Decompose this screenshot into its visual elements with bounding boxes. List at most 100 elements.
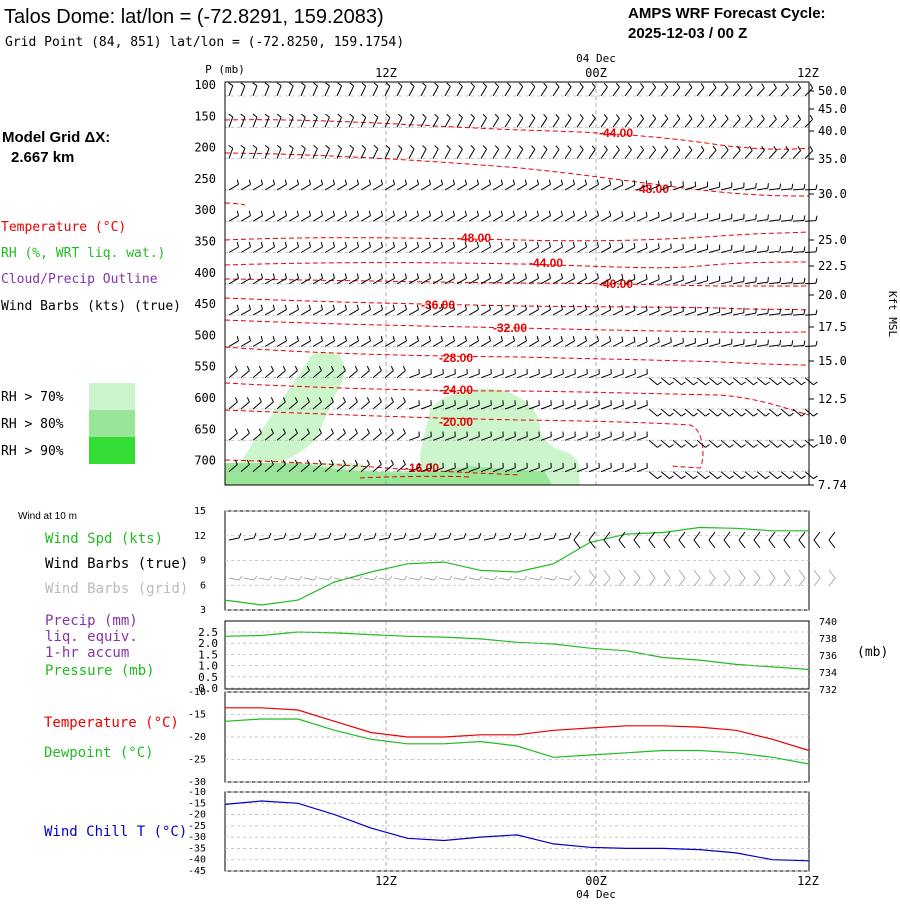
wind-barb-flag — [465, 336, 466, 341]
wind-barb-flag — [657, 476, 661, 479]
wind-barb-flag — [628, 146, 631, 150]
wind-barb — [661, 311, 671, 315]
height-tick-label: 7.74 — [818, 478, 847, 492]
wind-barb-flag — [459, 83, 463, 87]
wind-barb-flag — [609, 305, 610, 310]
wind-barb-flag — [513, 211, 514, 216]
wind-barb-flag — [549, 336, 550, 341]
wind-barbs-grid-label: Wind Barbs (grid) — [45, 581, 188, 597]
wind-barb-flag — [813, 445, 817, 448]
wind-barb — [697, 281, 708, 284]
wind-barb-flag — [261, 180, 262, 185]
wind-barb-flag — [253, 83, 257, 86]
wind-barb — [385, 341, 395, 347]
top-time-label-2: 00Z — [585, 66, 607, 80]
wind-barb-flag — [561, 242, 562, 247]
wind-barb-flag — [568, 83, 571, 87]
surface-wind-barb — [589, 532, 595, 548]
wind-barb — [625, 248, 635, 253]
wind-barb — [793, 378, 801, 385]
wind-barb-flag — [777, 413, 781, 416]
wind-barb — [625, 87, 632, 96]
wind-barb-flag — [229, 114, 233, 117]
wind-barb — [253, 341, 263, 347]
wind-barb-flag — [705, 413, 709, 416]
wind-barb-flag — [561, 305, 562, 310]
wind-barb — [541, 341, 551, 347]
top-date-label: 04 Dec — [576, 52, 616, 65]
wind-barb-flag — [750, 84, 753, 88]
wind-barb-flag — [725, 115, 728, 119]
surface-wind-barb — [664, 532, 670, 548]
wind-barb-flag — [659, 275, 660, 280]
y-tick-label: -20 — [188, 732, 206, 743]
temperature-line — [225, 708, 809, 751]
wind-barb-flag — [391, 429, 393, 434]
wind-barb-flag — [265, 83, 269, 86]
wind-barb-flag — [810, 115, 813, 119]
wind-barb — [265, 247, 275, 253]
wind-barb — [733, 440, 741, 447]
height-tick-label: 15.0 — [818, 354, 847, 368]
wind-barb-flag — [313, 114, 317, 117]
wind-barb — [637, 248, 647, 252]
wind-barb-flag — [343, 397, 345, 402]
wind-barb-flag — [241, 145, 245, 148]
wind-barb — [241, 184, 251, 190]
pressure-tick-label: 650 — [194, 422, 216, 436]
wind-barb-flag — [689, 146, 692, 150]
wind-barb — [637, 217, 647, 221]
wind-barb — [241, 247, 251, 253]
wind-barb — [685, 249, 695, 252]
wind-barb — [625, 374, 635, 378]
wind-barb — [361, 310, 371, 316]
wind-barbs-true-label: Wind Barbs (true) — [45, 556, 188, 572]
wind-barb-flag — [285, 273, 286, 278]
wind-barb — [337, 247, 347, 253]
wind-barb-flag — [277, 114, 281, 117]
wind-barb — [469, 86, 475, 96]
wind-barb-flag — [309, 180, 310, 185]
wind-barb — [349, 402, 357, 409]
wind-barb-flag — [713, 83, 716, 87]
wind-barb-flag — [622, 243, 623, 248]
wind-barb-flag — [525, 336, 526, 341]
wind-barb — [697, 150, 704, 158]
wind-barb — [613, 248, 623, 253]
wind-barb-flag — [435, 114, 439, 117]
wind-barb-flag — [471, 114, 475, 118]
wind-barb — [769, 88, 776, 96]
wind-barb — [649, 409, 657, 416]
wind-barb-flag — [405, 273, 406, 278]
wind-barb — [361, 247, 371, 253]
wind-barb — [445, 247, 455, 253]
wind-barb — [661, 119, 668, 128]
wind-barb-flag — [423, 83, 427, 86]
surface-wind-barb — [304, 533, 316, 540]
wind-barb — [229, 341, 239, 347]
wind-barb — [373, 371, 381, 378]
wind-barb — [757, 472, 765, 479]
wind-barb-flag — [801, 382, 805, 385]
height-tick-label: 17.5 — [818, 320, 847, 334]
wind-barb-flag — [357, 305, 358, 310]
isotherm-label: -48.00 — [457, 231, 491, 245]
wind-barb — [613, 150, 619, 159]
wind-barb — [505, 341, 515, 347]
surface-wind-barb — [829, 532, 835, 548]
wind-barb-flag — [768, 246, 769, 251]
wind-barb — [481, 184, 491, 190]
wind-barb — [793, 151, 801, 159]
wind-barb — [469, 216, 479, 222]
wind-barb-flag — [513, 242, 514, 247]
wind-barb — [433, 216, 443, 222]
wind-barb-flag — [622, 211, 623, 216]
wind-barb — [277, 371, 285, 378]
wind-barb-flag — [447, 146, 451, 149]
wind-barb-flag — [261, 336, 262, 341]
wind-barb — [301, 310, 311, 316]
wind-barb — [577, 405, 587, 409]
wind-barb — [445, 149, 450, 159]
wind-barb-flag — [774, 84, 777, 88]
